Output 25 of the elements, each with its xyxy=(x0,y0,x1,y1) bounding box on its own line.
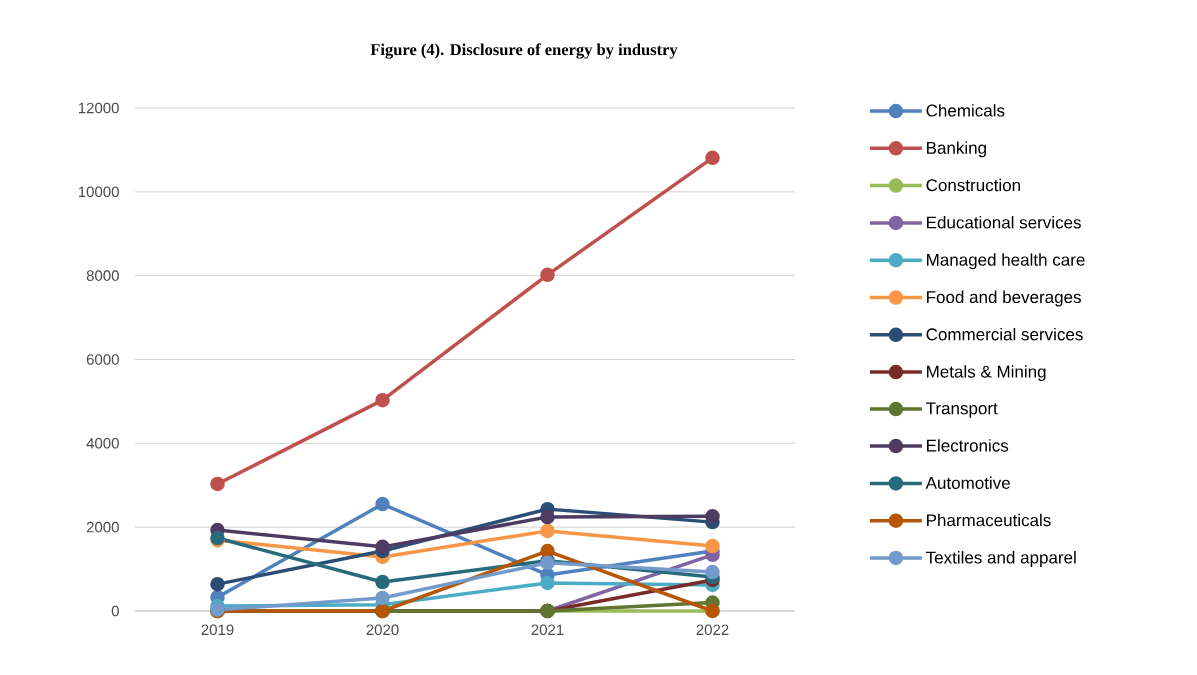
y-tick-label: 2000 xyxy=(86,521,119,533)
legend-label: Managed health care xyxy=(927,253,1085,270)
y-tick-label: 4000 xyxy=(86,438,119,449)
legend-label: Metals & Mining xyxy=(927,365,1046,382)
legend-label: Automotive xyxy=(925,476,1010,489)
legend-label: Transport xyxy=(926,402,998,418)
legend-label: Pharmaceuticals xyxy=(927,513,1051,527)
legend-label: Construction xyxy=(926,178,1020,192)
legend-label: Educational services xyxy=(927,216,1081,229)
x-tick-label: 2019 xyxy=(201,624,234,636)
legend-label: Commercial services xyxy=(926,327,1083,341)
y-tick-label: 6000 xyxy=(86,354,119,365)
x-tick-label: 2020 xyxy=(366,624,399,636)
y-tick-label: 10000 xyxy=(78,186,119,198)
legend-label: Banking xyxy=(927,141,986,158)
legend-label: Electronics xyxy=(927,439,1009,452)
x-tick-label: 2022 xyxy=(696,624,729,636)
legend-label: Food and beverages xyxy=(927,290,1081,307)
legend-label: Textiles and apparel xyxy=(926,551,1076,567)
legend-label: Chemicals xyxy=(926,104,1005,117)
y-tick-label: 8000 xyxy=(86,270,119,281)
y-tick-label: 0 xyxy=(111,605,119,617)
chart-title: Figure (4). Disclosure of energy by industry xyxy=(370,43,678,59)
y-tick-label: 12000 xyxy=(78,102,119,114)
x-tick-label: 2021 xyxy=(531,624,564,636)
